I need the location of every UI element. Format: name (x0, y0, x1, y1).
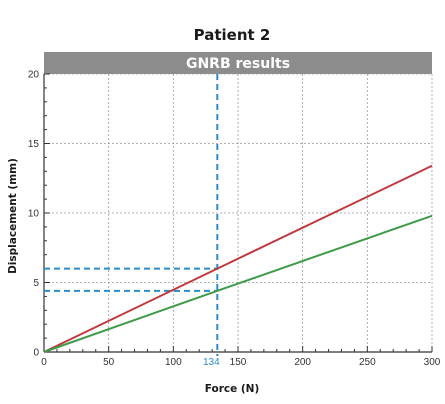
x-tick-label: 150 (230, 357, 247, 368)
chart-title: Patient 2 (194, 26, 271, 44)
x-tick-label: 100 (165, 357, 182, 368)
x-axis-title: Force (N) (205, 383, 260, 395)
y-tick-label: 5 (33, 278, 39, 289)
y-axis-title: Displacement (mm) (7, 158, 19, 274)
reference-vline-label: 134 (203, 357, 220, 368)
plot-area: 0 50 100 150 200 250 300 0 5 10 15 20 134 (28, 70, 441, 369)
y-tick-label: 10 (28, 209, 40, 220)
series-line-1 (43, 164, 433, 353)
x-tick-label: 300 (424, 357, 441, 368)
chart-subtitle: GNRB results (186, 56, 290, 72)
y-tick-label: 20 (28, 70, 40, 81)
y-tick-label: 15 (28, 139, 40, 150)
y-tick-label: 0 (33, 348, 39, 359)
x-tick-label: 250 (359, 357, 376, 368)
x-tick-label: 200 (294, 357, 311, 368)
x-tick-label: 0 (41, 357, 47, 368)
series-line-2 (43, 214, 433, 353)
subtitle-banner (44, 52, 432, 74)
x-tick-label: 50 (103, 357, 115, 368)
